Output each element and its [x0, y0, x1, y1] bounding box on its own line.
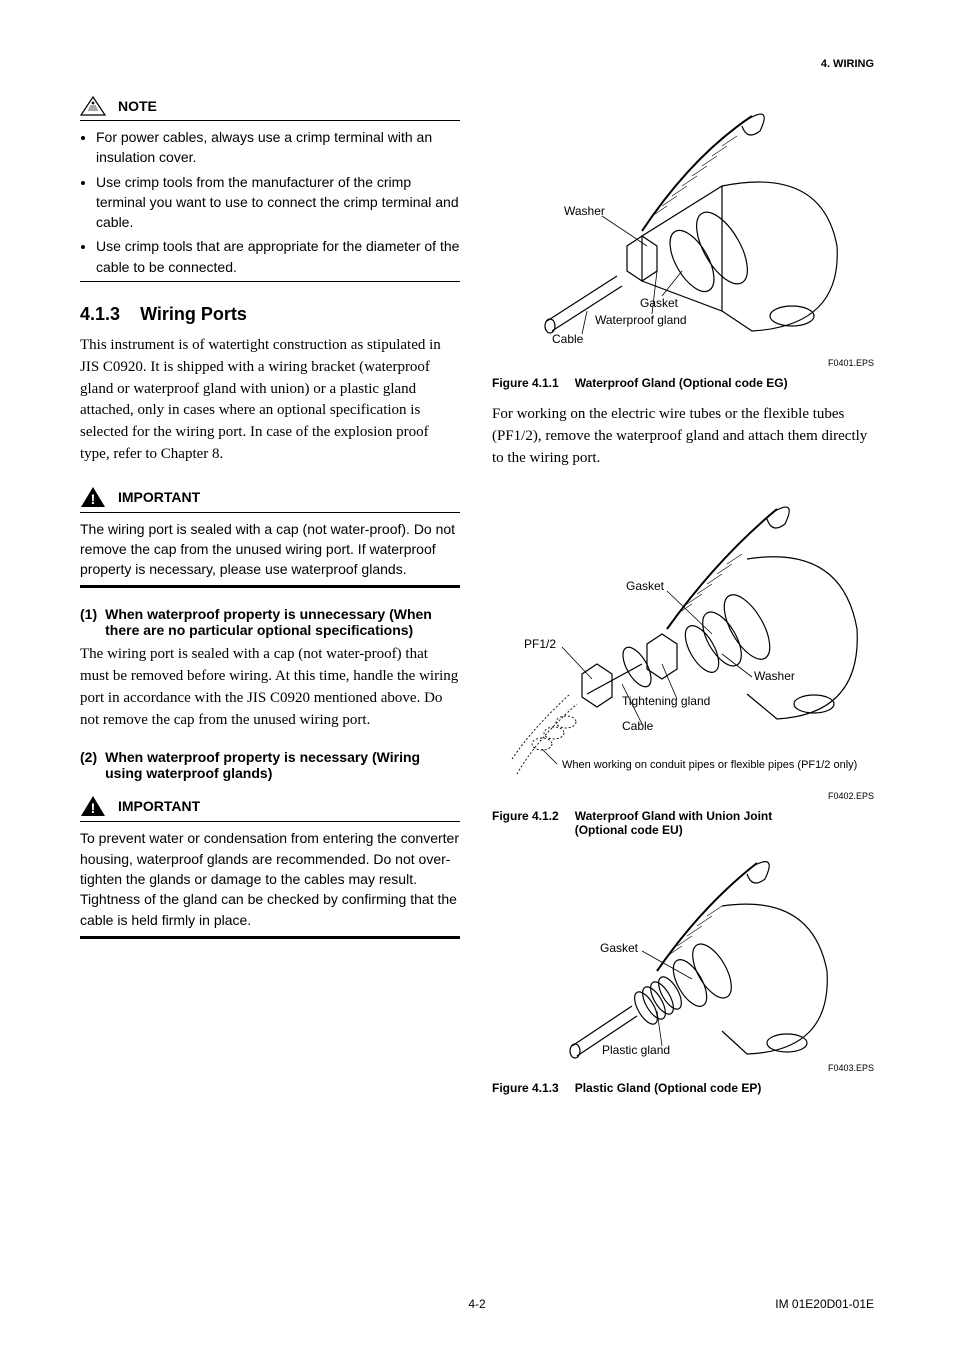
important-heading: ! IMPORTANT: [80, 486, 460, 508]
note-icon: [80, 96, 106, 116]
important-body: To prevent water or condensation from en…: [80, 828, 460, 929]
label-gasket: Gasket: [640, 296, 678, 310]
between-figures-text: For working on the electric wire tubes o…: [492, 404, 874, 469]
svg-text:!: !: [91, 491, 96, 507]
doc-id: IM 01E20D01-01E: [775, 1297, 874, 1311]
subsection-heading: (2) When waterproof property is necessar…: [80, 749, 460, 781]
figure-1-diagram: Washer Gasket Waterproof gland Cable: [492, 96, 874, 356]
page-number: 4-2: [468, 1297, 485, 1311]
right-column: Washer Gasket Waterproof gland Cable F04…: [492, 96, 874, 1109]
note-body: For power cables, always use a crimp ter…: [80, 127, 460, 277]
section-heading: 4.1.3 Wiring Ports: [80, 304, 460, 325]
warning-icon: !: [80, 795, 106, 817]
subsection-body: The wiring port is sealed with a cap (no…: [80, 644, 460, 731]
figure-eps: F0402.EPS: [492, 791, 874, 801]
label-gasket: Gasket: [600, 941, 638, 955]
note-label: NOTE: [118, 98, 157, 114]
subsection-number: (2): [80, 749, 97, 781]
conduit-note: When working on conduit pipes or flexibl…: [562, 759, 872, 771]
label-plastic-gland: Plastic gland: [602, 1043, 670, 1057]
label-washer: Washer: [754, 669, 795, 683]
important-heading: ! IMPORTANT: [80, 795, 460, 817]
note-heading: NOTE: [80, 96, 460, 116]
label-pf12: PF1/2: [524, 637, 556, 651]
rule: [80, 821, 460, 822]
figure-caption: Figure 4.1.3 Plastic Gland (Optional cod…: [492, 1081, 874, 1095]
note-item: Use crimp tools that are appropriate for…: [96, 236, 460, 277]
section-title: Wiring Ports: [140, 304, 247, 324]
section-intro: This instrument is of watertight constru…: [80, 335, 460, 466]
warning-icon: !: [80, 486, 106, 508]
rule: [80, 512, 460, 513]
important-label: IMPORTANT: [118, 798, 200, 814]
label-gasket: Gasket: [626, 579, 664, 593]
rule-thick: [80, 585, 460, 588]
figure-eps: F0401.EPS: [492, 358, 874, 368]
label-cable: Cable: [552, 332, 583, 346]
important-label: IMPORTANT: [118, 489, 200, 505]
figure-caption: Figure 4.1.2 Waterproof Gland with Union…: [492, 809, 874, 837]
note-item: For power cables, always use a crimp ter…: [96, 127, 460, 168]
note-item: Use crimp tools from the manufacturer of…: [96, 172, 460, 233]
left-column: NOTE For power cables, always use a crim…: [80, 96, 460, 1109]
subsection-title: When waterproof property is unnecessary …: [105, 606, 460, 638]
label-cable: Cable: [622, 719, 653, 733]
figure-eps: F0403.EPS: [492, 1063, 874, 1073]
figure-title-line1: Waterproof Gland with Union Joint: [575, 809, 773, 823]
important-body: The wiring port is sealed with a cap (no…: [80, 519, 460, 580]
label-waterproof-gland: Waterproof gland: [595, 313, 687, 327]
subsection-title: When waterproof property is necessary (W…: [105, 749, 460, 781]
section-number: 4.1.3: [80, 304, 120, 324]
figure-2-diagram: Gasket PF1/2 Washer Tightening gland Cab…: [492, 489, 874, 789]
rule: [80, 120, 460, 121]
figure-number: Figure 4.1.2: [492, 809, 559, 823]
subsection-heading: (1) When waterproof property is unnecess…: [80, 606, 460, 638]
svg-text:!: !: [91, 800, 96, 816]
page-footer: 4-2 IM 01E20D01-01E: [80, 1297, 874, 1311]
subsection-number: (1): [80, 606, 97, 638]
figure-title: Plastic Gland (Optional code EP): [575, 1081, 762, 1095]
figure-title: Waterproof Gland with Union Joint (Optio…: [575, 809, 773, 837]
rule: [80, 281, 460, 282]
page-header-section: 4. WIRING: [821, 58, 874, 70]
label-washer: Washer: [564, 204, 605, 218]
figure-number: Figure 4.1.3: [492, 1081, 559, 1095]
figure-title: Waterproof Gland (Optional code EG): [575, 376, 788, 390]
figure-3-diagram: Gasket Plastic gland: [492, 851, 874, 1061]
figure-title-line2: (Optional code EU): [575, 823, 683, 837]
rule-thick: [80, 936, 460, 939]
label-tightening-gland: Tightening gland: [622, 694, 710, 708]
figure-caption: Figure 4.1.1 Waterproof Gland (Optional …: [492, 376, 874, 390]
figure-number: Figure 4.1.1: [492, 376, 559, 390]
